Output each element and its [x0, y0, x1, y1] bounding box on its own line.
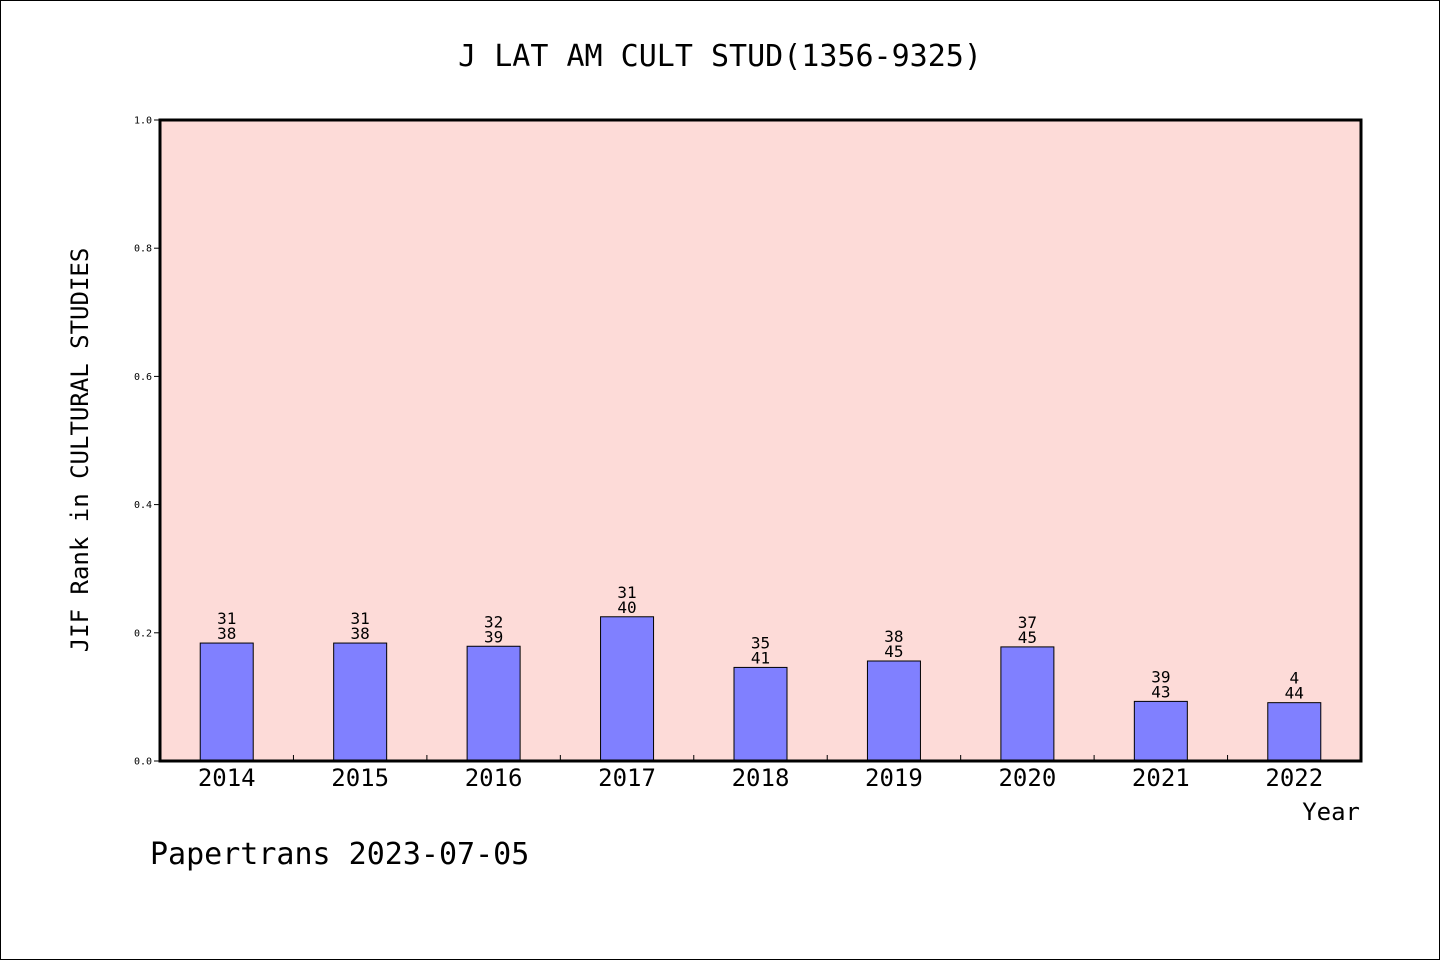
plot-border	[158, 118, 1363, 763]
bar-2017	[600, 616, 655, 762]
y-tick-label: 0.0	[134, 757, 152, 768]
y-tick-label: 0.6	[134, 372, 152, 383]
y-tick-label: 1.0	[134, 116, 152, 127]
y-tick-label: 0.2	[134, 628, 152, 639]
rank-label: 31	[617, 583, 636, 602]
bar-2018	[733, 666, 788, 762]
total-label: 41	[751, 648, 770, 667]
total-label: 39	[484, 627, 503, 646]
x-tick-label: 2018	[732, 764, 790, 792]
x-tick-label: 2014	[198, 764, 256, 792]
rank-label: 39	[1151, 667, 1170, 686]
x-tick-label: 2022	[1265, 764, 1323, 792]
rank-label: 38	[884, 627, 903, 646]
x-tick-label: 2017	[598, 764, 656, 792]
bars	[199, 616, 1322, 762]
total-label: 45	[1018, 628, 1037, 647]
x-tick-label: 2021	[1132, 764, 1190, 792]
total-label: 38	[351, 624, 370, 643]
total-label: 43	[1151, 682, 1170, 701]
rank-label: 35	[751, 633, 770, 652]
total-label: 38	[217, 624, 236, 643]
bar-2022	[1267, 702, 1322, 762]
x-axis: 2014 2015 2016 2017 2018 2019 2020 2021 2022	[198, 755, 1323, 792]
chart-title: J LAT AM CULT STUD(1356-9325)	[458, 39, 982, 74]
rank-label: 31	[351, 609, 370, 628]
rank-label: 32	[484, 612, 503, 631]
x-tick-label: 2019	[865, 764, 923, 792]
x-tick-label: 2016	[465, 764, 523, 792]
total-label: 45	[884, 642, 903, 661]
rank-label: 31	[217, 609, 236, 628]
total-label: 40	[617, 598, 636, 617]
bar-2019	[866, 660, 921, 762]
x-tick-label: 2020	[998, 764, 1056, 792]
y-tick-label: 0.8	[134, 244, 152, 255]
y-axis: 0.0 0.2 0.4 0.6 0.8 1.0	[134, 116, 160, 768]
x-axis-title: Year	[1302, 798, 1360, 826]
bar-2020	[1000, 646, 1055, 762]
bar-2015	[333, 642, 388, 762]
footer-credit: Papertrans 2023-07-05	[150, 837, 529, 872]
bar-2021	[1133, 700, 1188, 762]
rank-label: 37	[1018, 613, 1037, 632]
bar-2014	[199, 642, 254, 762]
y-tick-label: 0.4	[134, 500, 152, 511]
bar-2016	[466, 645, 521, 762]
rank-label: 4	[1289, 669, 1299, 688]
x-tick-label: 2015	[331, 764, 389, 792]
total-label: 44	[1285, 684, 1304, 703]
y-axis-title: JIF Rank in CULTURAL STUDIES	[66, 248, 94, 653]
